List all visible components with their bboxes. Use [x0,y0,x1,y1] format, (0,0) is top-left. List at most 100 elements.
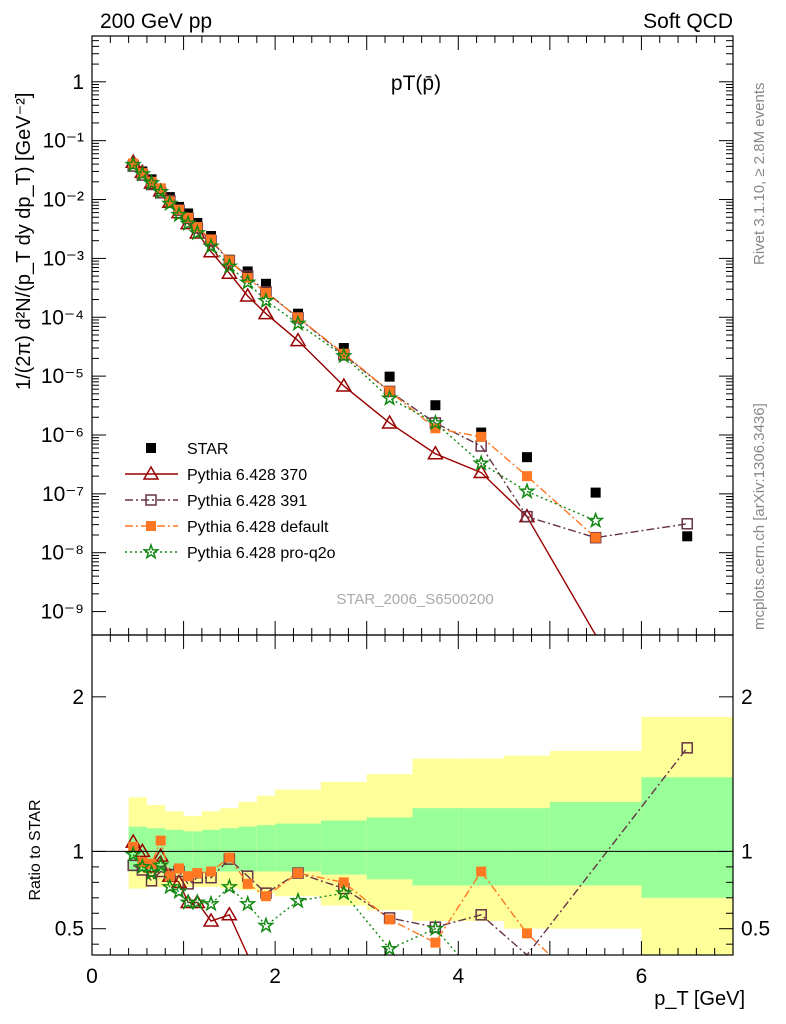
main-y-tick-label: 10⁻⁸ [41,542,84,565]
data-point-pythia-6-428-default [476,866,487,877]
ratio-y-tick-label: 1 [72,840,84,863]
data-point-pythia-6-428-default [384,914,395,925]
mcplots-note: mcplots.cern.ch [arXiv:1306.3436] [751,403,768,630]
data-point-pythia-6-428-pro-q2o [220,877,239,895]
data-point-pythia-6-428-default [206,866,217,877]
data-point-pythia-6-428-pro-q2o [142,173,161,191]
green-band-bin [412,808,459,886]
data-point-pythia-6-428-pro-q2o [380,389,399,406]
data-point-pythia-6-428-default [430,423,441,434]
data-point-star [590,487,601,498]
data-point-star [260,278,271,289]
main-series-group [124,153,693,636]
header-left: 200 GeV pp [100,10,212,33]
data-point-pythia-6-428-pro-q2o [161,877,179,895]
data-point-pythia-6-428-pro-q2o [220,257,239,274]
legend-label-pythia-6-428-pro-q2o: Pythia 6.428 pro-q2o [187,545,336,562]
green-band-bin [549,801,642,886]
main-y-tick-label: 10⁻² [43,189,84,212]
series-line-pythia-6-428-pro-q2o [132,164,596,522]
ratio-uncertainty-bands [128,716,733,955]
data-point-pythia-6-428-pro-q2o [188,893,207,910]
data-point-star [430,400,441,411]
main-y-tick-label: 10⁻⁷ [42,483,84,506]
data-point-pythia-6-428-370 [427,445,444,460]
green-band-bin [146,828,157,872]
data-point-pythia-6-428-default [590,532,601,543]
data-point-pythia-6-428-pro-q2o [124,845,143,863]
data-point-pythia-6-428-default [338,877,349,888]
chart-title: pT(p̄) [391,72,441,95]
data-point-pythia-6-428-pro-q2o [161,194,179,212]
ratio-series-group [124,742,693,957]
data-point-pythia-6-428-pro-q2o [170,882,188,900]
data-point-pythia-6-428-pro-q2o [472,453,490,471]
data-point-pythia-6-428-pro-q2o [289,891,307,909]
data-point-pythia-6-428-pro-q2o [238,273,257,290]
data-point-pythia-6-428-default [137,857,148,868]
main-y-axis-label: 1/(2π) d²N/(p_T dy dp_T) [GeV⁻²] [13,93,35,390]
data-point-pythia-6-428-370 [202,912,220,927]
legend-marker-pythia-6-428-pro-q2o [142,542,160,560]
data-point-pythia-6-428-pro-q2o [586,511,605,529]
green-band-bin [137,826,147,872]
data-point-pythia-6-428-391 [681,518,693,530]
data-point-pythia-6-428-pro-q2o [202,237,220,254]
ratio-y-tick-label-right: 1 [741,840,753,863]
green-band-bin [320,820,367,875]
data-point-pythia-6-428-pro-q2o [257,291,275,309]
data-point-pythia-6-428-default [521,471,532,482]
main-y-tick-label: 10⁻⁹ [41,601,84,624]
data-point-pythia-6-428-default [155,183,166,194]
data-point-pythia-6-428-pro-q2o [179,214,197,232]
green-band-bin [238,826,257,872]
x-tick-label: 0 [86,965,98,988]
main-y-tick-label: 10⁻⁶ [41,424,84,447]
green-band-bin [641,777,733,898]
data-point-pythia-6-428-pro-q2o [426,413,445,431]
data-point-star [682,531,693,542]
data-point-pythia-6-428-default [164,871,175,882]
data-point-pythia-6-428-pro-q2o [202,894,220,912]
rivet-version-note: Rivet 3.1.10, ≥ 2.8M events [751,83,768,266]
data-point-pythia-6-428-default [430,937,441,948]
data-point-pythia-6-428-391 [681,742,693,754]
green-band-bin [174,829,184,872]
data-point-pythia-6-428-default [293,868,304,879]
data-point-pythia-6-428-pro-q2o [133,857,152,875]
data-point-pythia-6-428-default [192,868,203,879]
main-y-tick-label: 10⁻¹ [43,130,84,153]
data-point-pythia-6-428-370 [381,414,398,429]
data-point-pythia-6-428-default [137,168,148,179]
data-point-pythia-6-428-370 [335,377,353,392]
ratio-y-tick-label-right: 2 [741,686,753,709]
data-point-pythia-6-428-pro-q2o [335,883,353,901]
data-point-pythia-6-428-370 [472,464,490,479]
ratio-y-tick-label: 0.5 [55,918,84,941]
green-band-bin [366,817,413,880]
green-band-bin [504,808,550,886]
main-y-tick-label: 1 [72,71,84,94]
data-point-pythia-6-428-default [183,871,194,882]
x-tick-label: 2 [269,965,281,988]
data-point-pythia-6-428-default [155,835,166,846]
data-point-pythia-6-428-pro-q2o [238,894,257,912]
data-point-pythia-6-428-370 [239,287,256,302]
main-y-tick-label: 10⁻³ [43,247,84,270]
ratio-y-tick-label: 2 [72,686,84,709]
data-point-pythia-6-428-default [242,878,253,889]
green-band-bin [201,829,221,872]
header-right: Soft QCD [643,10,733,33]
data-point-pythia-6-428-default [224,852,235,863]
data-point-pythia-6-428-pro-q2o [124,155,143,173]
data-point-pythia-6-428-default [146,176,157,187]
data-point-pythia-6-428-pro-q2o [257,916,275,934]
data-point-pythia-6-428-pro-q2o [380,939,399,957]
data-point-pythia-6-428-pro-q2o [289,314,307,332]
legend: STAR Pythia 6.428 370 Pythia 6.428 391 Pyth… [125,441,336,562]
data-point-pythia-6-428-default [521,928,532,939]
legend-marker-pythia-6-428-370 [142,465,160,480]
main-y-tick-label: 10⁻⁴ [41,306,84,329]
legend-marker-pythia-6-428-391 [145,494,157,506]
